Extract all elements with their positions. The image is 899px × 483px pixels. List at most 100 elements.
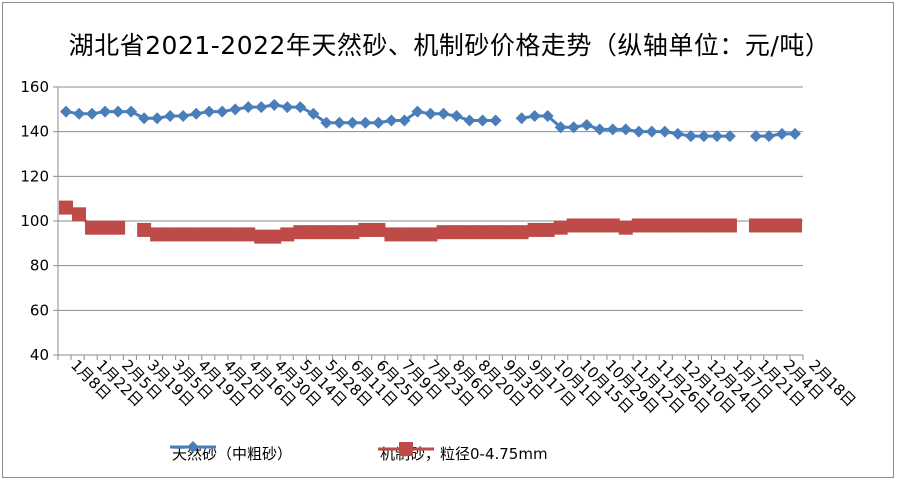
data-point-natural-sand: [476, 114, 489, 127]
data-point-manufactured-sand: [371, 222, 386, 237]
data-point-natural-sand: [463, 114, 476, 127]
data-point-manufactured-sand: [423, 227, 438, 242]
data-point-natural-sand: [424, 107, 437, 120]
data-point-manufactured-sand: [788, 218, 802, 233]
data-point-natural-sand: [359, 116, 372, 129]
data-point-manufactured-sand: [579, 218, 594, 233]
data-point-manufactured-sand: [254, 229, 269, 244]
data-point-manufactured-sand: [111, 220, 126, 235]
data-point-manufactured-sand: [358, 222, 373, 237]
data-point-natural-sand: [372, 116, 385, 129]
data-point-natural-sand: [411, 105, 424, 118]
data-point-manufactured-sand: [293, 225, 308, 240]
data-point-manufactured-sand: [137, 222, 152, 237]
data-point-manufactured-sand: [280, 227, 295, 242]
data-point-manufactured-sand: [202, 227, 217, 242]
data-point-natural-sand: [489, 114, 502, 127]
data-point-manufactured-sand: [59, 200, 73, 215]
y-tick-label: 160: [20, 78, 49, 96]
data-point-manufactured-sand: [501, 225, 516, 240]
y-tick-label: 100: [20, 212, 49, 230]
data-point-manufactured-sand: [215, 227, 230, 242]
data-point-natural-sand: [60, 105, 72, 118]
data-point-natural-sand: [385, 114, 398, 127]
data-point-natural-sand: [671, 127, 684, 140]
data-point-natural-sand: [606, 123, 619, 136]
data-point-manufactured-sand: [189, 227, 204, 242]
legend: 天然砂（中粗砂） 机制砂，粒径0-4.75mm: [0, 440, 899, 466]
data-point-manufactured-sand: [85, 220, 100, 235]
data-point-natural-sand: [73, 107, 86, 120]
data-point-natural-sand: [281, 101, 294, 114]
data-point-natural-sand: [255, 101, 268, 114]
data-point-natural-sand: [164, 110, 177, 123]
series-line-0-segment-2: [755, 132, 795, 138]
data-point-natural-sand: [320, 116, 333, 129]
legend-marker-natural-sand: [170, 441, 216, 453]
data-point-manufactured-sand: [722, 218, 737, 233]
data-point-natural-sand: [268, 98, 281, 111]
data-point-natural-sand: [580, 118, 593, 131]
data-point-natural-sand: [112, 105, 125, 118]
y-tick-label: 40: [30, 346, 49, 364]
data-point-natural-sand: [346, 116, 359, 129]
data-point-manufactured-sand: [670, 218, 685, 233]
data-point-natural-sand: [762, 130, 775, 143]
data-point-natural-sand: [749, 130, 762, 143]
data-point-manufactured-sand: [72, 207, 87, 222]
legend-item-manufactured-sand: 机制砂，粒径0-4.75mm: [376, 440, 548, 466]
data-point-manufactured-sand: [618, 220, 633, 235]
data-point-natural-sand: [177, 110, 190, 123]
data-point-manufactured-sand: [644, 218, 659, 233]
data-point-manufactured-sand: [241, 227, 256, 242]
y-tick-label: 60: [30, 301, 49, 319]
data-point-natural-sand: [658, 125, 671, 138]
data-point-natural-sand: [294, 101, 307, 114]
data-point-natural-sand: [242, 101, 255, 114]
data-point-natural-sand: [697, 130, 710, 143]
data-point-manufactured-sand: [475, 225, 490, 240]
data-point-natural-sand: [138, 112, 151, 125]
data-point-manufactured-sand: [228, 227, 243, 242]
data-point-natural-sand: [528, 110, 541, 123]
data-point-natural-sand: [216, 105, 229, 118]
legend-item-natural-sand: 天然砂（中粗砂）: [168, 440, 292, 466]
data-point-natural-sand: [710, 130, 723, 143]
y-tick-label: 120: [20, 167, 49, 185]
data-point-manufactured-sand: [436, 225, 451, 240]
data-point-manufactured-sand: [345, 225, 360, 240]
data-point-manufactured-sand: [514, 225, 529, 240]
data-point-natural-sand: [567, 121, 580, 134]
data-point-manufactured-sand: [410, 227, 425, 242]
data-point-natural-sand: [437, 107, 450, 120]
legend-label-natural-sand: 天然砂（中粗砂）: [172, 444, 293, 463]
data-point-manufactured-sand: [709, 218, 724, 233]
data-point-natural-sand: [151, 112, 164, 125]
data-point-natural-sand: [619, 123, 632, 136]
data-point-natural-sand: [333, 116, 346, 129]
data-point-natural-sand: [632, 125, 645, 138]
data-point-manufactured-sand: [397, 227, 412, 242]
data-point-manufactured-sand: [540, 222, 555, 237]
data-point-manufactured-sand: [150, 227, 165, 242]
data-point-manufactured-sand: [488, 225, 503, 240]
data-point-manufactured-sand: [657, 218, 672, 233]
data-point-natural-sand: [307, 107, 320, 120]
data-point-manufactured-sand: [683, 218, 698, 233]
data-point-natural-sand: [86, 107, 99, 120]
legend-marker-manufactured-sand: [378, 442, 434, 456]
data-point-manufactured-sand: [631, 218, 646, 233]
data-point-manufactured-sand: [384, 227, 399, 242]
data-point-manufactured-sand: [774, 218, 789, 233]
data-point-natural-sand: [125, 105, 138, 118]
data-point-manufactured-sand: [462, 225, 477, 240]
data-point-manufactured-sand: [592, 218, 607, 233]
y-tick-label: 140: [20, 123, 49, 141]
data-point-natural-sand: [554, 121, 567, 134]
data-point-manufactured-sand: [319, 225, 334, 240]
data-point-manufactured-sand: [748, 218, 763, 233]
data-point-manufactured-sand: [306, 225, 321, 240]
data-point-natural-sand: [190, 107, 203, 120]
data-point-manufactured-sand: [553, 220, 568, 235]
